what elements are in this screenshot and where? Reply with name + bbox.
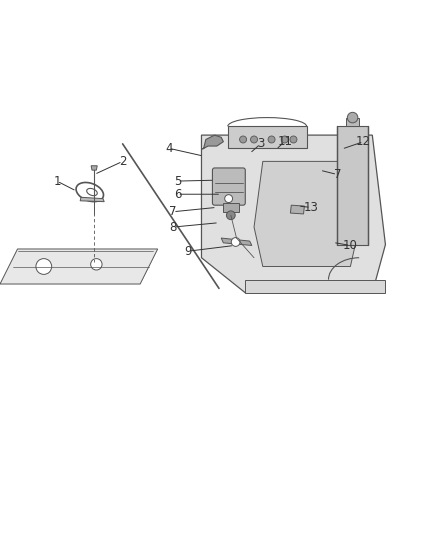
Circle shape [290,136,297,143]
Polygon shape [80,197,104,201]
Polygon shape [228,126,307,148]
Polygon shape [254,161,359,266]
Text: 12: 12 [356,135,371,148]
Polygon shape [221,238,252,246]
Text: 1: 1 [53,175,61,188]
Circle shape [91,259,102,270]
Text: 13: 13 [304,201,318,214]
Circle shape [268,136,275,143]
Text: 3: 3 [257,138,264,150]
Circle shape [347,112,358,123]
Polygon shape [0,249,158,284]
Circle shape [231,238,240,246]
Polygon shape [245,280,385,293]
Polygon shape [201,135,385,293]
Circle shape [225,195,233,203]
Text: 11: 11 [277,135,292,148]
Circle shape [240,136,247,143]
Circle shape [281,136,288,143]
Circle shape [36,259,52,274]
Polygon shape [202,135,223,149]
Text: 7: 7 [333,168,341,181]
Text: 2: 2 [119,155,127,168]
Text: 8: 8 [170,221,177,233]
Text: 6: 6 [173,188,181,201]
Text: 10: 10 [343,239,358,252]
Polygon shape [346,118,359,126]
Circle shape [226,211,235,220]
Text: 9: 9 [184,245,192,257]
Circle shape [251,136,258,143]
Polygon shape [290,205,304,214]
Text: 4: 4 [165,142,173,155]
Polygon shape [91,166,97,170]
Text: 7: 7 [169,205,177,218]
FancyBboxPatch shape [212,168,245,205]
Text: 5: 5 [174,175,181,188]
Polygon shape [223,203,239,212]
Polygon shape [337,126,368,245]
